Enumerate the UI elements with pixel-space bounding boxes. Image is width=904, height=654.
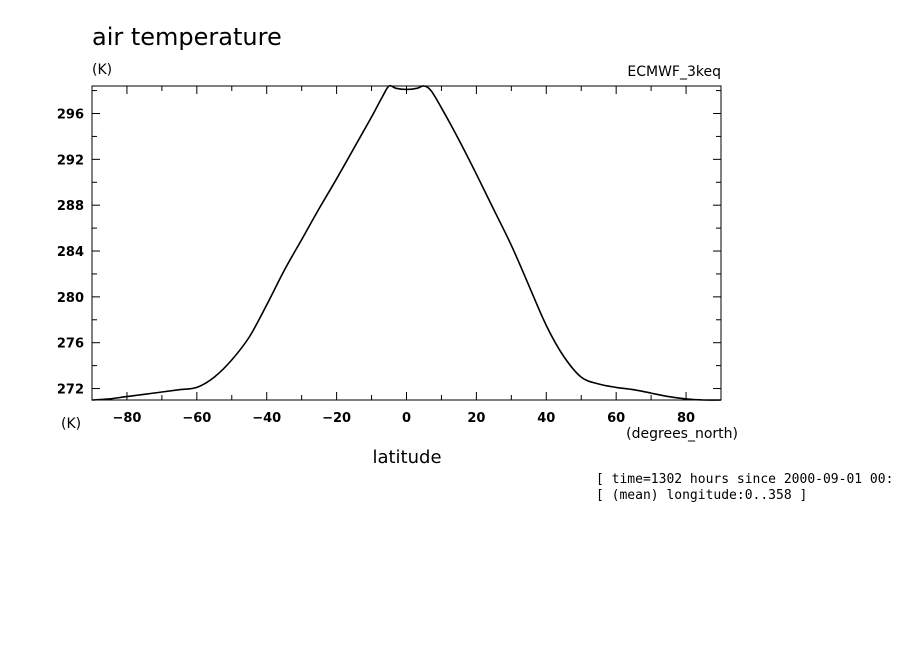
dataset-label: ECMWF_3keq: [627, 64, 721, 80]
y-tick-label: 280: [57, 291, 84, 306]
x-tick-label: −20: [322, 411, 351, 426]
y-axis-units-label-bottom: (K): [61, 416, 81, 432]
time-annotation: [ time=1302 hours since 2000-09-01 00:: [596, 472, 893, 487]
y-tick-label: 272: [57, 383, 84, 398]
y-tick-label: 284: [57, 245, 84, 260]
x-tick-label: −60: [182, 411, 211, 426]
x-tick-label: −40: [252, 411, 281, 426]
y-tick-label: 296: [57, 108, 84, 123]
x-axis-units-label: (degrees_north): [626, 426, 738, 442]
axis-ticks: [91, 86, 722, 400]
y-tick-label: 288: [57, 199, 84, 214]
x-tick-label: 40: [537, 411, 555, 426]
x-tick-label: 60: [607, 411, 625, 426]
series-line: [91, 84, 722, 401]
x-tick-label: 20: [467, 411, 485, 426]
x-tick-label: 0: [402, 411, 411, 426]
x-axis-title: latitude: [372, 447, 441, 468]
plot-frame: [91, 85, 722, 401]
y-tick-label: 276: [57, 337, 84, 352]
x-tick-label: 80: [677, 411, 695, 426]
y-axis-units-label: (K): [92, 62, 112, 78]
y-tick-label: 292: [57, 153, 84, 168]
tick-labels: −80 −60 −40 −20 0 20 40 60 80 272 276 280 284 288 292 2…: [57, 108, 695, 426]
chart-title: air temperature: [92, 23, 282, 51]
longitude-annotation: [ (mean) longitude:0..358 ]: [596, 488, 807, 503]
x-tick-label: −80: [112, 411, 141, 426]
